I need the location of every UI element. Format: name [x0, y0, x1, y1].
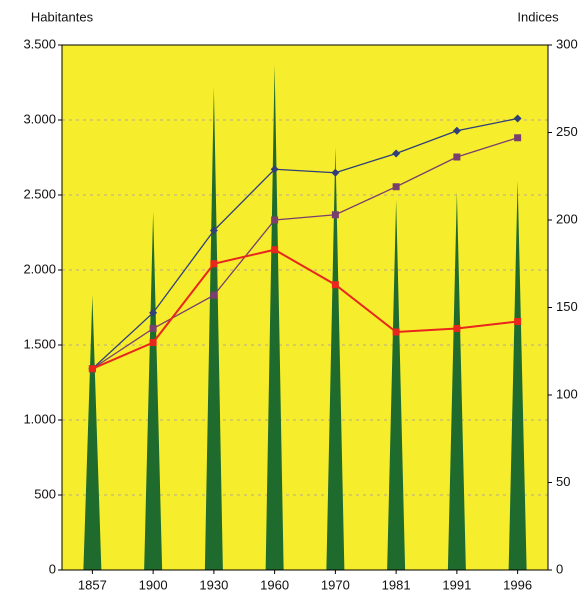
- marker: [210, 291, 218, 299]
- marker: [453, 153, 461, 161]
- spike: [204, 87, 223, 570]
- plot-border: [61, 44, 549, 571]
- y2-tick-label: 0: [556, 561, 563, 576]
- marker: [514, 318, 522, 325]
- spike: [387, 199, 406, 570]
- marker: [88, 365, 96, 373]
- series-line: [92, 137, 518, 370]
- y-tick-label: 0: [49, 561, 56, 576]
- marker: [270, 165, 279, 174]
- x-tick-label: 1900: [139, 577, 168, 592]
- y-tick-label: 1.500: [23, 336, 56, 351]
- y2-tick-label: 50: [556, 474, 570, 489]
- marker: [452, 126, 461, 135]
- marker: [453, 325, 461, 332]
- x-tick-label: 1981: [382, 577, 411, 592]
- y2-tick-label: 100: [556, 386, 578, 401]
- plot-background: [62, 45, 548, 570]
- x-tick-label: 1970: [321, 577, 350, 592]
- marker: [271, 216, 279, 224]
- y2-tick-label: 150: [556, 299, 578, 314]
- spike: [265, 64, 284, 570]
- x-tick-label: 1930: [199, 577, 228, 592]
- marker: [331, 168, 340, 177]
- series-line: [91, 117, 518, 370]
- y-tick-label: 2.500: [23, 186, 56, 201]
- x-tick-label: 1991: [442, 577, 471, 592]
- spike: [144, 211, 163, 570]
- y2-tick-label: 250: [556, 124, 578, 139]
- marker: [210, 260, 218, 268]
- marker: [149, 308, 158, 317]
- y-tick-label: 500: [34, 486, 56, 501]
- x-tick-label: 1857: [78, 577, 107, 592]
- marker: [513, 114, 522, 123]
- spike: [326, 147, 345, 570]
- spike: [447, 192, 466, 570]
- marker: [392, 183, 400, 191]
- marker: [331, 211, 339, 219]
- marker: [392, 328, 400, 336]
- y2-tick-label: 200: [556, 211, 578, 226]
- spike: [508, 180, 527, 570]
- series-line: [91, 248, 518, 370]
- y-tick-label: 1.000: [23, 411, 56, 426]
- marker: [149, 339, 157, 346]
- marker: [331, 281, 339, 289]
- x-tick-label: 1996: [503, 577, 532, 592]
- spike: [83, 295, 102, 570]
- x-tick-label: 1960: [260, 577, 289, 592]
- marker: [392, 149, 401, 158]
- marker: [209, 226, 218, 235]
- y-tick-label: 3.000: [23, 111, 56, 126]
- y-tick-label: 3.500: [23, 36, 56, 51]
- y2-tick-label: 300: [556, 36, 578, 51]
- y2-axis-title: Indices: [517, 9, 559, 24]
- marker: [514, 134, 522, 142]
- marker: [271, 246, 279, 254]
- marker: [149, 325, 157, 332]
- y-axis-title: Habitantes: [31, 9, 94, 24]
- y-tick-label: 2.000: [23, 261, 56, 276]
